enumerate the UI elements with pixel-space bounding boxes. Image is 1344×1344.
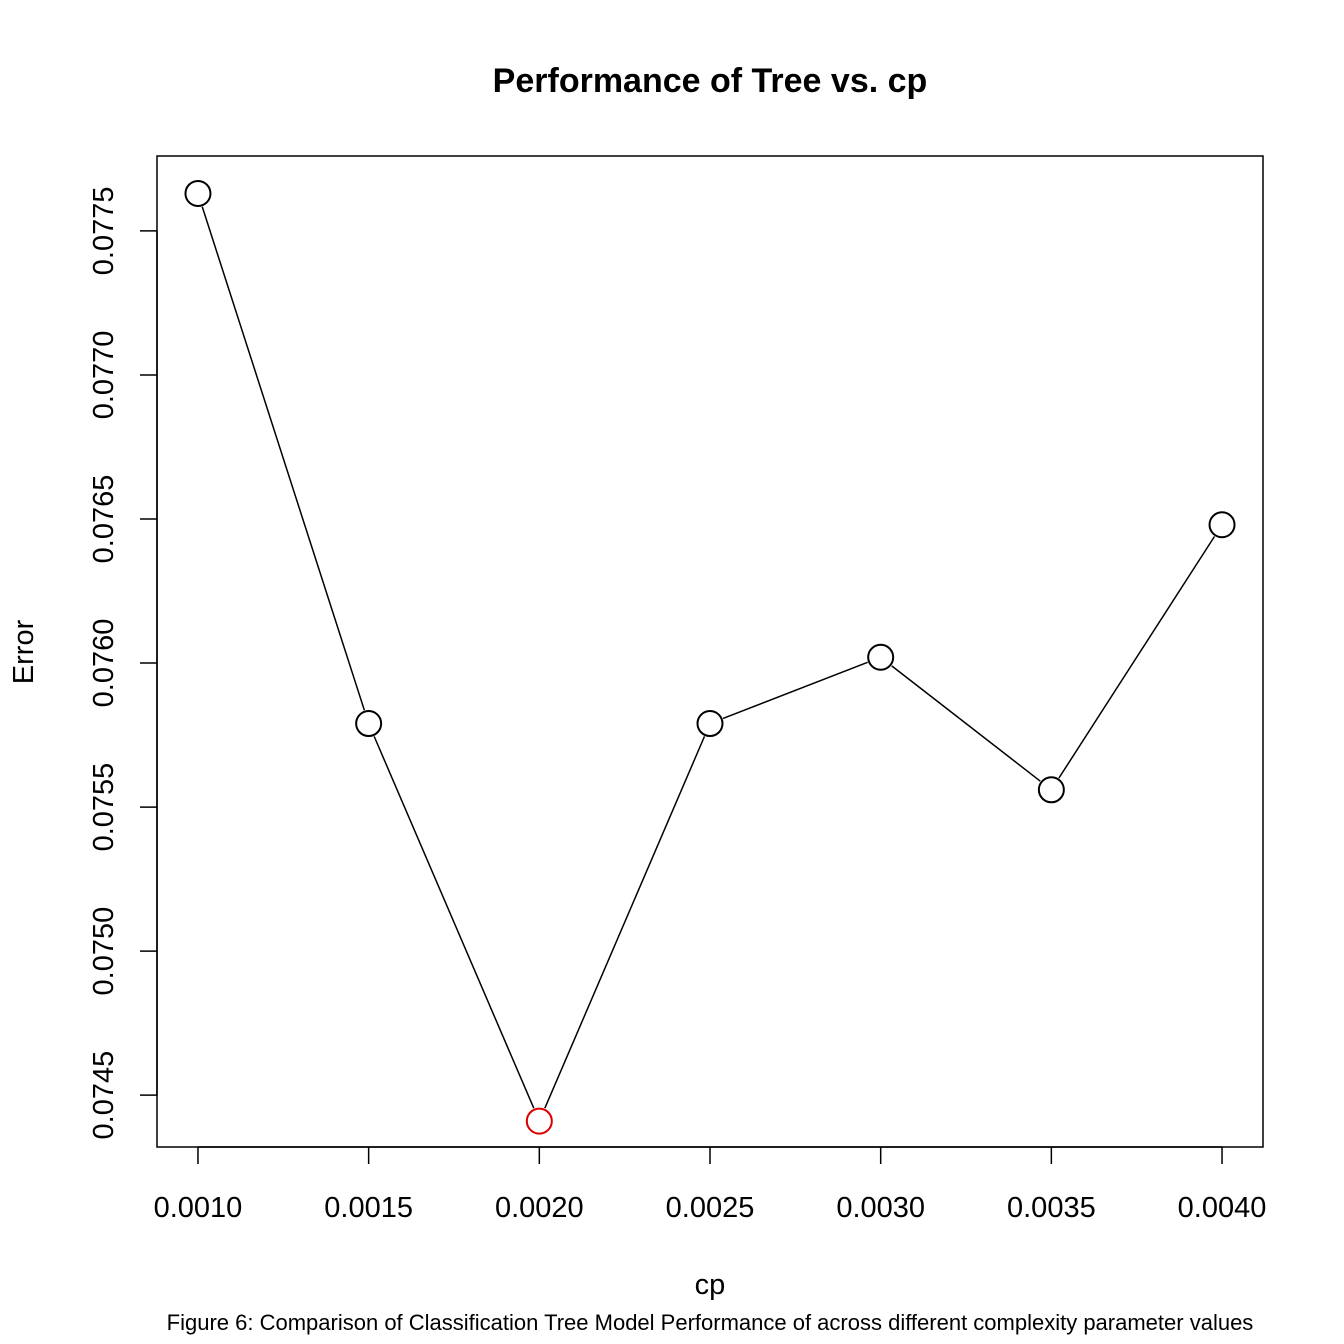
line-segment — [722, 661, 868, 720]
plot-frame — [156, 155, 1264, 1148]
x-axis-label: cp — [695, 1269, 726, 1300]
line-segment — [891, 665, 1041, 782]
data-series — [184, 179, 1236, 1135]
y-tick-label: 0.0750 — [88, 907, 120, 996]
x-tick-label: 0.0025 — [666, 1192, 755, 1224]
data-point — [184, 179, 212, 207]
chart-title: Performance of Tree vs. cp — [493, 62, 928, 100]
line-segment — [1058, 536, 1216, 779]
y-tick-label: 0.0765 — [88, 475, 120, 564]
y-tick-label: 0.0770 — [88, 331, 120, 420]
data-point — [696, 710, 724, 738]
y-tick-label: 0.0745 — [88, 1051, 120, 1140]
figure-caption: Figure 6: Comparison of Classification T… — [166, 1310, 1254, 1335]
y-axis-label: Error — [8, 619, 40, 684]
data-point — [1037, 776, 1065, 804]
x-tick-label: 0.0010 — [154, 1192, 243, 1224]
x-tick-label: 0.0015 — [324, 1192, 413, 1224]
x-tick-label: 0.0030 — [836, 1192, 925, 1224]
data-point-min — [525, 1107, 553, 1135]
y-tick-label: 0.0755 — [88, 763, 120, 852]
x-axis: 0.0010 0.0015 0.0020 0.0025 0.0030 0.0035 0.00… — [154, 1146, 1267, 1224]
x-tick-label: 0.0035 — [1007, 1192, 1096, 1224]
x-tick-label: 0.0040 — [1178, 1192, 1267, 1224]
y-tick-label: 0.0775 — [88, 187, 120, 276]
y-axis: 0.0745 0.0750 0.0755 0.0760 0.0765 0.0770 0.07… — [88, 187, 158, 1140]
x-tick-label: 0.0020 — [495, 1192, 584, 1224]
data-point — [355, 710, 383, 738]
line-segment — [544, 736, 706, 1109]
data-point — [1208, 511, 1236, 539]
line-chart: Performance of Tree vs. cp 0.0010 0.0015 0… — [8, 62, 1267, 1300]
line-segment — [373, 736, 535, 1109]
y-tick-label: 0.0760 — [88, 619, 120, 708]
line-segment — [201, 206, 366, 711]
data-point — [867, 643, 895, 671]
